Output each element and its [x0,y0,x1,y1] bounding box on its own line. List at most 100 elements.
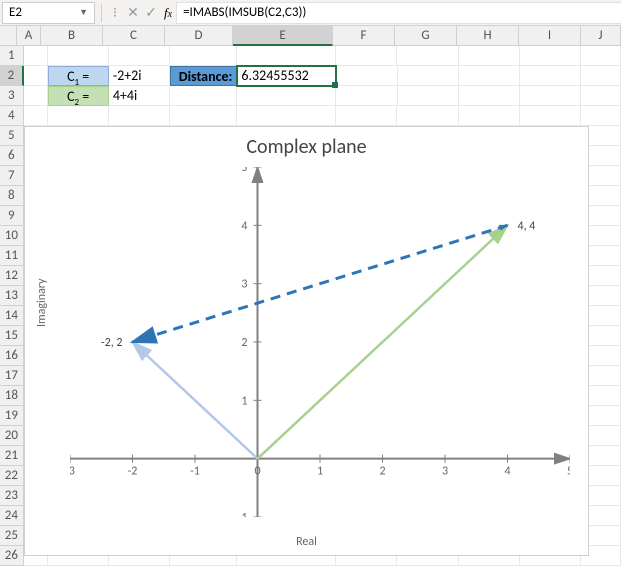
row-header-23[interactable]: 23 [0,486,24,506]
column-headers-row: ABCDEFGHIJ [0,26,621,46]
fx-icon[interactable]: fx [164,5,172,21]
cell-F4[interactable] [336,106,397,126]
cell-G1[interactable] [397,46,458,66]
row-header-1[interactable]: 1 [0,46,24,66]
row-header-11[interactable]: 11 [0,246,24,266]
row-header-13[interactable]: 13 [0,286,24,306]
cell-D3[interactable] [170,86,237,106]
cell-H4[interactable] [459,106,520,126]
col-header-C[interactable]: C [103,26,165,46]
col-header-J[interactable]: J [581,26,621,46]
select-all-corner[interactable] [0,26,17,46]
svg-text:-2: -2 [128,465,138,479]
col-header-A[interactable]: A [17,26,41,46]
row-header-20[interactable]: 20 [0,426,24,446]
row-header-15[interactable]: 15 [0,326,24,346]
row-header-4[interactable]: 4 [0,106,24,126]
svg-text:5: 5 [567,465,570,479]
row-header-14[interactable]: 14 [0,306,24,326]
row-header-25[interactable]: 25 [0,526,24,546]
svg-text:-1: -1 [190,465,200,479]
row-header-6[interactable]: 6 [0,146,24,166]
svg-text:2: 2 [379,465,385,479]
cell-C2[interactable]: -2+2i [109,66,170,86]
cell-J1[interactable] [581,46,621,66]
cell-F2[interactable] [336,66,397,86]
row-header-8[interactable]: 8 [0,186,24,206]
name-box[interactable]: E2 ▼ [2,2,95,24]
cell-I3[interactable] [520,86,581,106]
cell-J4[interactable] [581,106,621,126]
cell-F1[interactable] [336,46,397,66]
row-header-10[interactable]: 10 [0,226,24,246]
cell-J3[interactable] [581,86,621,106]
row-header-22[interactable]: 22 [0,466,24,486]
cell-D1[interactable] [170,46,237,66]
cell-D2[interactable]: Distance: [170,66,237,86]
row-header-19[interactable]: 19 [0,406,24,426]
row-header-12[interactable]: 12 [0,266,24,286]
cell-H2[interactable] [459,66,520,86]
row-header-5[interactable]: 5 [0,126,24,146]
svg-text:5: 5 [241,167,247,175]
col-header-B[interactable]: B [41,26,103,46]
cell-G2[interactable] [398,66,459,86]
row-header-26[interactable]: 26 [0,546,24,566]
row-header-9[interactable]: 9 [0,206,24,226]
row-header-3[interactable]: 3 [0,86,24,106]
cell-J2[interactable] [581,66,621,86]
cell-A4[interactable] [24,106,48,126]
cell-G3[interactable] [398,86,459,106]
x-axis-label: Real [296,535,317,549]
col-header-I[interactable]: I [519,26,581,46]
cell-D4[interactable] [170,106,237,126]
dots-icon: ⁝ [106,4,124,21]
cell-I4[interactable] [520,106,581,126]
cell-H3[interactable] [459,86,520,106]
cell-A2[interactable] [24,66,48,86]
col-header-H[interactable]: H [457,26,519,46]
cell-C4[interactable] [109,106,170,126]
row-header-18[interactable]: 18 [0,386,24,406]
col-header-E[interactable]: E [233,26,333,46]
formula-input[interactable]: =IMABS(IMSUB(C2,C3)) [176,2,621,24]
check-icon[interactable]: ✓ [142,4,160,21]
cell-B2[interactable]: C1 = [48,66,109,86]
cell-G4[interactable] [397,106,458,126]
svg-text:-3: -3 [70,465,75,479]
chart-complex-plane[interactable]: Complex plane Imaginary Real -3-2-101234… [24,126,589,556]
row-header-16[interactable]: 16 [0,346,24,366]
plot-area: -3-2-1012345-112345-2, 24, 4 [70,167,570,517]
col-header-G[interactable]: G [395,26,457,46]
cell-B4[interactable] [48,106,109,126]
cell-E4[interactable] [237,106,336,126]
svg-text:4, 4: 4, 4 [518,219,536,233]
cancel-icon[interactable]: ✕ [124,4,142,21]
cell-I2[interactable] [520,66,581,86]
cell-C3[interactable]: 4+4i [109,86,170,106]
svg-text:0: 0 [254,465,260,479]
cell-B1[interactable] [48,46,109,66]
col-header-D[interactable]: D [165,26,233,46]
svg-text:1: 1 [241,394,247,408]
cell-A1[interactable] [24,46,48,66]
row-header-2[interactable]: 2 [0,66,24,86]
cell-E3[interactable] [237,86,336,106]
cell-A3[interactable] [24,86,48,106]
cell-F3[interactable] [336,86,397,106]
col-header-F[interactable]: F [333,26,395,46]
row-header-24[interactable]: 24 [0,506,24,526]
cell-E2[interactable]: 6.32455532 [237,66,336,86]
cell-I1[interactable] [520,46,581,66]
svg-text:-2, 2: -2, 2 [101,336,123,350]
cell-B3[interactable]: C2 = [48,86,109,106]
chart-svg: -3-2-1012345-112345-2, 24, 4 [70,167,570,517]
row-header-17[interactable]: 17 [0,366,24,386]
cell-E1[interactable] [237,46,336,66]
cell-C1[interactable] [109,46,170,66]
row-header-21[interactable]: 21 [0,446,24,466]
chevron-down-icon[interactable]: ▼ [79,7,88,18]
row-header-7[interactable]: 7 [0,166,24,186]
cell-H1[interactable] [459,46,520,66]
divider [101,4,102,22]
